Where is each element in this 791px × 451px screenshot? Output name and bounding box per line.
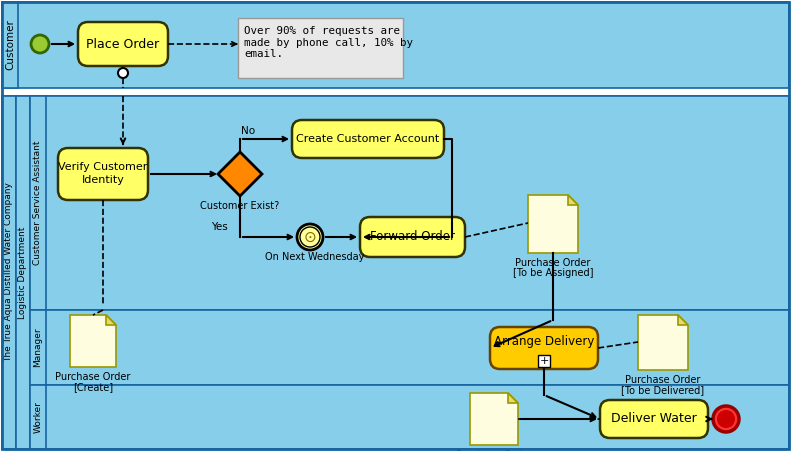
Polygon shape <box>638 315 688 370</box>
Bar <box>2 96 789 449</box>
Bar <box>30 310 789 385</box>
Bar <box>30 96 789 310</box>
Text: Purchase Order: Purchase Order <box>626 375 701 385</box>
Text: ⊙: ⊙ <box>304 230 316 244</box>
Text: Worker: Worker <box>33 401 43 433</box>
FancyBboxPatch shape <box>490 327 598 369</box>
Polygon shape <box>70 315 116 367</box>
Text: On Next Wednesday: On Next Wednesday <box>265 252 365 262</box>
Text: Identity: Identity <box>81 175 124 185</box>
Text: No: No <box>241 126 255 136</box>
Polygon shape <box>528 195 578 253</box>
FancyBboxPatch shape <box>58 148 148 200</box>
Bar <box>30 385 789 449</box>
Text: Manager: Manager <box>33 328 43 367</box>
Bar <box>2 96 16 449</box>
Text: Customer: Customer <box>5 19 15 70</box>
Polygon shape <box>106 315 116 325</box>
Bar <box>30 310 46 385</box>
Text: Over 90% of requests are
made by phone call, 10% by
email.: Over 90% of requests are made by phone c… <box>244 26 413 59</box>
FancyBboxPatch shape <box>78 22 168 66</box>
Text: Customer Exist?: Customer Exist? <box>200 201 280 211</box>
Bar <box>0 88 791 96</box>
Text: Place Order: Place Order <box>86 37 160 51</box>
Text: Create Customer Account: Create Customer Account <box>297 134 440 144</box>
Text: Purchase Order: Purchase Order <box>456 450 532 451</box>
Polygon shape <box>508 393 518 403</box>
Text: Deliver Water: Deliver Water <box>611 413 697 425</box>
Bar <box>30 385 46 449</box>
Polygon shape <box>218 152 262 196</box>
FancyBboxPatch shape <box>292 120 444 158</box>
Bar <box>238 18 403 78</box>
Circle shape <box>717 410 735 428</box>
Text: Forward Order: Forward Order <box>370 230 455 244</box>
Polygon shape <box>470 393 518 445</box>
Bar <box>30 96 46 310</box>
Text: The True Aqua Distilled Water Company: The True Aqua Distilled Water Company <box>5 183 13 363</box>
Text: Verify Customer: Verify Customer <box>59 162 148 172</box>
Circle shape <box>31 35 49 53</box>
Polygon shape <box>568 195 578 205</box>
FancyBboxPatch shape <box>360 217 465 257</box>
Polygon shape <box>678 315 688 325</box>
FancyBboxPatch shape <box>600 400 708 438</box>
Text: [Create]: [Create] <box>73 382 113 392</box>
Text: Purchase Order: Purchase Order <box>55 372 131 382</box>
Text: [To be Assigned]: [To be Assigned] <box>513 268 593 278</box>
Text: +: + <box>539 356 549 366</box>
Text: [To be Delivered]: [To be Delivered] <box>622 385 705 395</box>
Bar <box>538 355 550 367</box>
Circle shape <box>300 227 320 247</box>
Circle shape <box>118 68 128 78</box>
Bar <box>2 2 18 88</box>
Bar <box>16 96 30 449</box>
Text: Purchase Order: Purchase Order <box>515 258 591 268</box>
Text: Yes: Yes <box>211 222 228 232</box>
Circle shape <box>297 224 323 250</box>
Text: Arrange Delivery: Arrange Delivery <box>494 336 594 349</box>
Bar <box>2 2 789 88</box>
Text: Logistic Department: Logistic Department <box>18 226 28 319</box>
Circle shape <box>713 406 739 432</box>
Text: Customer Service Assistant: Customer Service Assistant <box>33 141 43 265</box>
